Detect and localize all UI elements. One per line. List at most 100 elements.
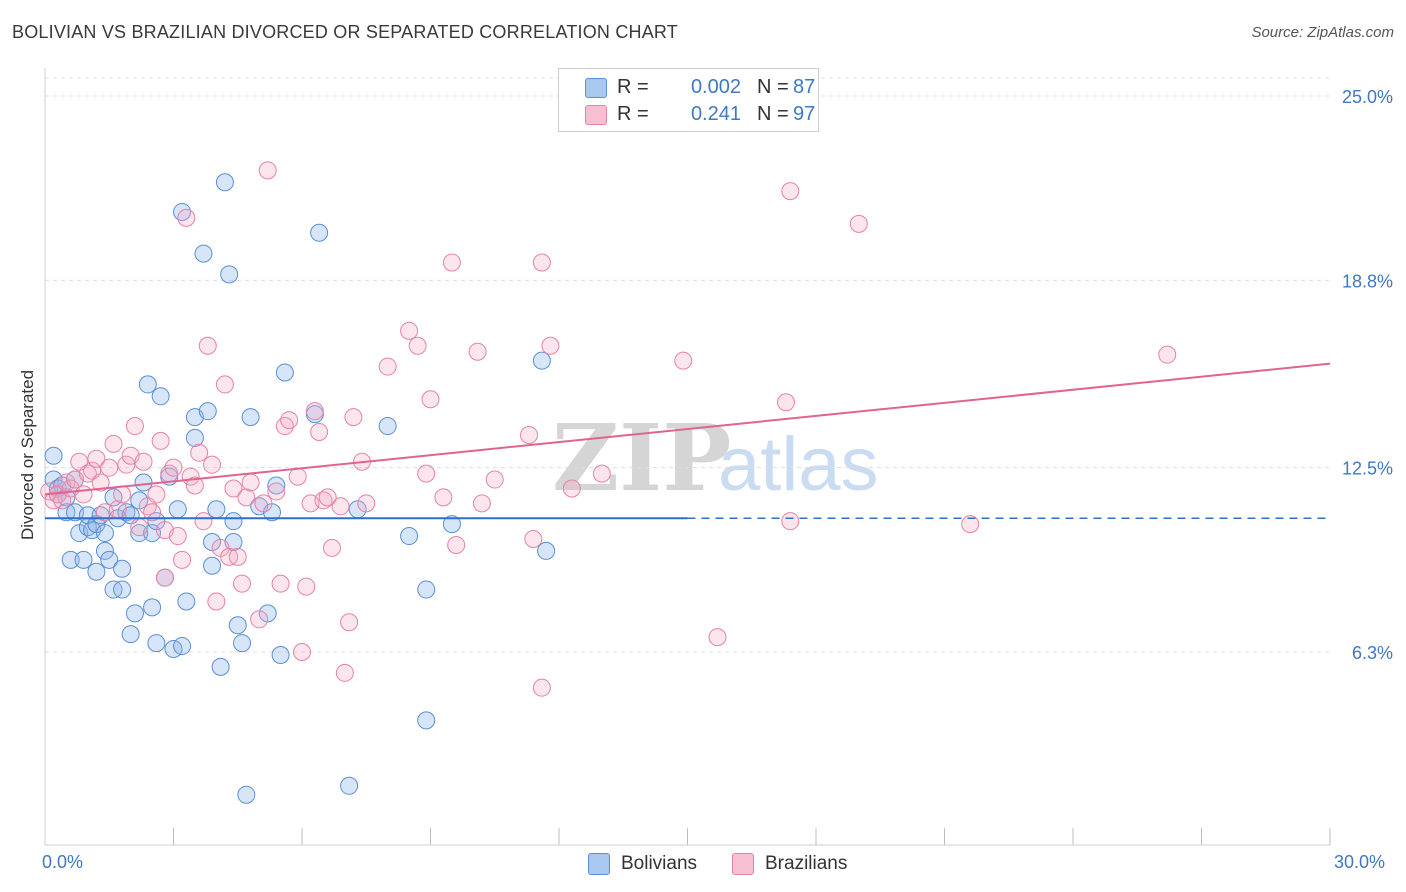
bolivian-point xyxy=(275,363,294,382)
bolivian-point xyxy=(173,637,192,656)
bolivian-point xyxy=(121,625,140,644)
bottom-legend-label-brazilians: Brazilians xyxy=(765,853,848,874)
bottom-legend-swatch-brazilians xyxy=(732,853,754,875)
bolivian-point xyxy=(224,512,243,531)
bottom-legend-swatch-bolivians xyxy=(588,853,610,875)
brazilian-point xyxy=(215,375,234,394)
legend-n-label: N = xyxy=(757,76,789,98)
brazilian-point xyxy=(520,425,539,444)
brazilian-point xyxy=(777,393,796,412)
brazilian-point xyxy=(91,473,110,492)
brazilian-point xyxy=(177,208,196,227)
brazilian-point xyxy=(117,455,136,474)
brazilian-point xyxy=(297,577,316,596)
y-tick-label: 6.3% xyxy=(1352,643,1393,663)
brazilian-point xyxy=(421,390,440,409)
bolivian-point xyxy=(532,351,551,370)
brazilian-point xyxy=(254,494,273,513)
bolivian-point xyxy=(177,592,196,611)
brazilian-point xyxy=(228,547,247,566)
watermark-zip: ZIP xyxy=(552,404,731,512)
bolivian-point xyxy=(95,541,114,560)
brazilian-point xyxy=(250,610,269,629)
bottom-legend-label-bolivians: Bolivians xyxy=(621,853,698,874)
y-tick-label: 25.0% xyxy=(1342,87,1393,107)
bolivian-point xyxy=(211,657,230,676)
bolivian-point xyxy=(378,417,397,436)
brazilian-point xyxy=(532,678,551,697)
brazilian-point xyxy=(207,592,226,611)
brazilian-point xyxy=(74,485,93,504)
brazilian-point xyxy=(164,458,183,477)
brazilian-point xyxy=(961,515,980,534)
y-tick-label: 12.5% xyxy=(1342,459,1393,479)
brazilian-point xyxy=(400,321,419,340)
bolivian-point xyxy=(267,476,286,495)
brazilian-point xyxy=(335,663,354,682)
brazilian-point xyxy=(130,518,149,537)
bolivian-point xyxy=(125,604,144,623)
brazilian-point xyxy=(134,452,153,471)
bolivian-point xyxy=(400,527,419,546)
bolivian-point xyxy=(233,634,252,653)
bolivian-point xyxy=(203,556,222,575)
brazilian-point xyxy=(108,500,127,519)
bolivian-point xyxy=(237,785,256,804)
brazilian-point xyxy=(237,488,256,507)
brazilian-point xyxy=(147,485,166,504)
brazilian-point xyxy=(674,351,693,370)
bolivian-point xyxy=(271,645,290,664)
bolivian-point xyxy=(310,223,329,242)
bolivian-point xyxy=(194,244,213,263)
brazilian-point xyxy=(100,458,119,477)
brazilian-point xyxy=(468,342,487,361)
legend-r-label: R = xyxy=(617,103,649,125)
brazilian-point xyxy=(562,479,581,498)
brazilian-point xyxy=(203,455,222,474)
brazilian-point xyxy=(532,253,551,272)
brazilian-point xyxy=(198,336,217,355)
bolivian-point xyxy=(185,428,204,447)
brazilian-trend-line xyxy=(44,362,1331,496)
legend-n-value: 87 xyxy=(793,76,816,98)
watermark-atlas: atlas xyxy=(718,422,879,507)
brazilian-point xyxy=(322,538,341,557)
bolivian-point xyxy=(151,387,170,406)
brazilian-point xyxy=(293,643,311,661)
bolivian-point xyxy=(138,375,157,394)
bolivian-point xyxy=(215,173,234,192)
brazilian-point xyxy=(173,550,192,569)
brazilian-point xyxy=(442,253,461,272)
chart-title: BOLIVIAN VS BRAZILIAN DIVORCED OR SEPARA… xyxy=(12,22,678,42)
brazilian-point xyxy=(224,479,243,498)
brazilian-point xyxy=(340,613,359,632)
brazilian-point xyxy=(267,482,286,501)
brazilian-point xyxy=(849,214,868,233)
bolivian-point xyxy=(442,515,461,534)
brazilian-point xyxy=(344,408,363,427)
brazilian-point xyxy=(104,434,123,453)
brazilian-point xyxy=(190,443,209,462)
x-tick-label-min: 0.0% xyxy=(42,852,84,872)
brazilian-point xyxy=(271,574,290,593)
brazilian-point xyxy=(592,464,611,483)
brazilian-point xyxy=(241,473,260,492)
legend-swatch-bolivians xyxy=(585,78,607,98)
brazilian-point xyxy=(310,422,329,441)
legend-r-value: 0.241 xyxy=(690,103,741,125)
brazilian-point xyxy=(417,464,436,483)
bolivian-point xyxy=(100,550,119,569)
brazilian-point xyxy=(524,530,543,549)
correlation-legend: R = 0.002 N = 87 R = 0.241 N = 97 xyxy=(558,68,819,132)
brazilian-point xyxy=(408,336,427,355)
brazilian-point xyxy=(331,497,350,516)
bolivian-point xyxy=(220,265,239,284)
bolivian-point xyxy=(417,580,436,599)
bolivian-point xyxy=(340,776,359,795)
brazilian-point xyxy=(143,503,162,522)
brazilian-point xyxy=(1158,345,1177,364)
legend-n-label: N = xyxy=(757,103,789,125)
brazilian-point xyxy=(87,449,106,468)
brazilian-point xyxy=(485,470,504,489)
brazilian-point xyxy=(357,494,376,513)
